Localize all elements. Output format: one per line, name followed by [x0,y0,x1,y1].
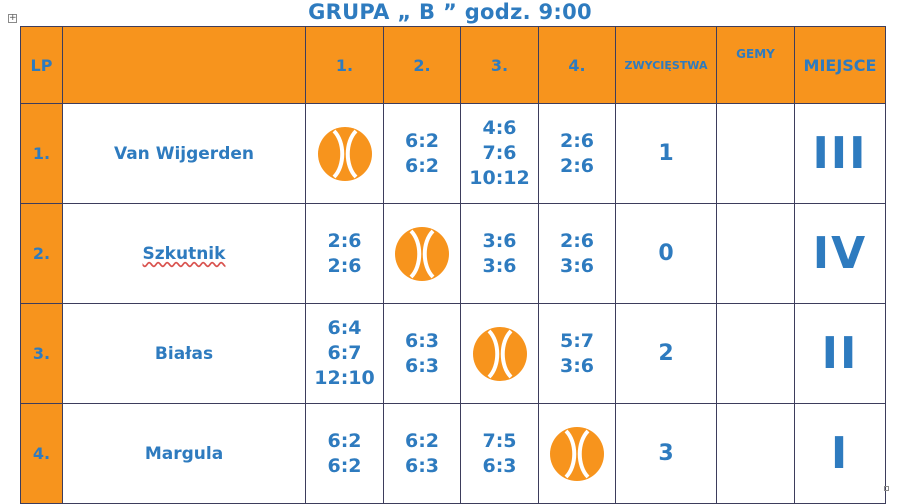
header-row: LP 1. 2. 3. 4. ZWYCIĘSTWA GEMY MIEJSCE [20,26,886,104]
tennis-ball-icon [550,426,604,481]
self-match-cell [538,403,616,504]
score-cell: 3:6 3:6 [460,203,539,304]
score-cell: 2:6 2:6 [538,103,616,204]
games-cell [716,403,795,504]
header-games: GEMY [716,26,795,104]
games-cell [716,103,795,204]
player-name: Margula [62,403,306,504]
player-name: Szkutnik [62,203,306,304]
games-cell [716,203,795,304]
header-col-4: 4. [538,26,616,104]
header-wins: ZWYCIĘSTWA [615,26,717,104]
wins-cell: 1 [615,103,717,204]
self-match-cell [305,103,384,204]
score-cell: 7:5 6:3 [460,403,539,504]
header-place: MIEJSCE [794,26,886,104]
score-cell: 2:6 2:6 [305,203,384,304]
score-cell: 4:6 7:6 10:12 [460,103,539,204]
player-name: Białas [62,303,306,404]
place-cell: II [794,303,886,404]
row-lp: 3. [20,303,63,404]
place-cell: IV [794,203,886,304]
tennis-ball-icon [472,326,527,381]
score-cell: 6:3 6:3 [383,303,461,404]
score-cell: 6:2 6:2 [383,103,461,204]
score-cell: 5:7 3:6 [538,303,616,404]
place-cell: I [794,403,886,504]
table-move-handle-icon[interactable]: + [8,13,17,23]
wins-cell: 3 [615,403,717,504]
next-heading-cut-off [300,487,600,497]
table-row: 4. Margula 6:2 6:2 6:2 6:3 7:5 6:3 3 I [20,403,886,504]
header-name [62,26,306,104]
table-row: 2. Szkutnik 2:6 2:6 3:6 3:6 2:6 3:6 0 IV [20,203,886,304]
page-title: GRUPA „ B ” godz. 9:00 [308,0,592,24]
wins-cell: 0 [615,203,717,304]
row-lp: 1. [20,103,63,204]
results-table: LP 1. 2. 3. 4. ZWYCIĘSTWA GEMY MIEJSCE 1… [20,26,886,504]
tennis-ball-icon [395,226,449,281]
self-match-cell [383,203,461,304]
row-lp: 2. [20,203,63,304]
games-cell [716,303,795,404]
self-match-cell [460,303,539,404]
score-cell: 2:6 3:6 [538,203,616,304]
wins-cell: 2 [615,303,717,404]
header-col-2: 2. [383,26,461,104]
score-cell: 6:2 6:2 [305,403,384,504]
header-col-3: 3. [460,26,539,104]
tennis-ball-icon [317,126,372,181]
header-lp: LP [20,26,63,104]
score-cell: 6:4 6:7 12:10 [305,303,384,404]
table-row: 1. Van Wijgerden 6:2 6:2 4:6 7:6 10:12 2:6 2:6 1 I… [20,103,886,204]
table-resize-handle-icon[interactable] [884,486,889,491]
place-cell: III [794,103,886,204]
row-lp: 4. [20,403,63,504]
header-col-1: 1. [305,26,384,104]
player-name: Van Wijgerden [62,103,306,204]
score-cell: 6:2 6:3 [383,403,461,504]
table-row: 3. Białas 6:4 6:7 12:10 6:3 6:3 5:7 3:6 2 II [20,303,886,404]
